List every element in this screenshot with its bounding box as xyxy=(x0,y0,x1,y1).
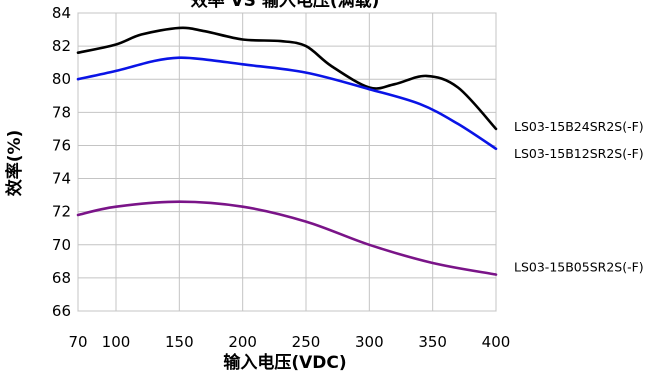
series-label: LS03-15B24SR2S(-F) xyxy=(514,119,644,134)
y-tick-label: 76 xyxy=(52,136,71,154)
series-label: LS03-15B05SR2S(-F) xyxy=(514,260,644,275)
y-tick-label: 84 xyxy=(52,4,71,22)
y-tick-label: 80 xyxy=(52,70,71,88)
x-tick-label: 300 xyxy=(355,333,384,351)
y-tick-label: 68 xyxy=(52,269,71,287)
y-tick-label: 66 xyxy=(52,302,71,320)
series-line xyxy=(76,56,498,151)
x-tick-labels: 70 100 150 200 250 300 350 400 xyxy=(68,333,510,351)
x-tick-label: 400 xyxy=(482,333,511,351)
x-tick-label: 150 xyxy=(165,333,194,351)
x-axis-label: 输入电压(VDC) xyxy=(223,352,346,373)
chart-title: 效率 VS 输入电压(满载) xyxy=(191,0,380,11)
y-axis-label: 效率(%) xyxy=(4,130,25,197)
y-tick-label: 74 xyxy=(52,170,71,188)
y-tick-label: 72 xyxy=(52,203,71,221)
y-tick-label: 70 xyxy=(52,236,71,254)
grid xyxy=(77,12,497,312)
series-label: LS03-15B12SR2S(-F) xyxy=(514,146,644,161)
y-tick-label: 78 xyxy=(52,103,71,121)
plot-area xyxy=(77,12,497,312)
x-tick-label: 200 xyxy=(228,333,257,351)
series-line xyxy=(76,200,498,276)
series-labels: LS03-15B24SR2S(-F) LS03-15B12SR2S(-F) LS03… xyxy=(514,119,644,275)
x-tick-label: 70 xyxy=(68,333,87,351)
series-lines xyxy=(76,26,498,276)
x-tick-label: 100 xyxy=(102,333,131,351)
x-tick-label: 350 xyxy=(418,333,447,351)
y-tick-label: 82 xyxy=(52,37,71,55)
x-tick-label: 250 xyxy=(292,333,321,351)
y-tick-labels: 66 68 70 72 74 76 78 80 82 84 xyxy=(52,4,71,320)
series-line xyxy=(76,26,498,131)
